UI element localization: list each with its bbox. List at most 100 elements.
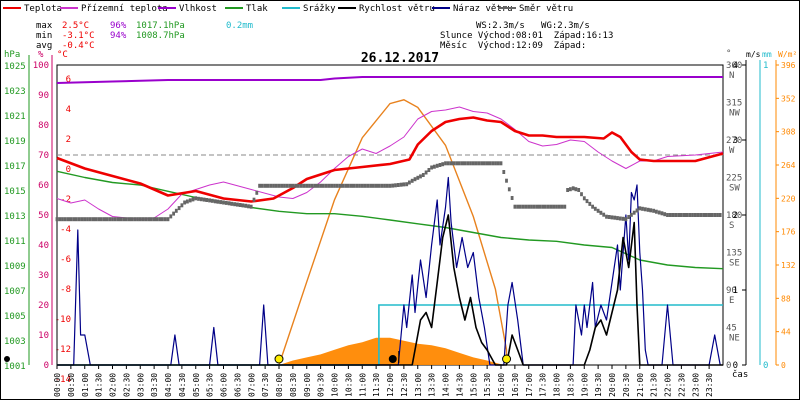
wind-direction-mark <box>127 217 131 222</box>
chart-title: 26.12.2017 <box>361 51 439 66</box>
wind-direction-mark <box>421 173 425 177</box>
wind-direction-mark <box>488 161 492 166</box>
stat-max-label: max <box>36 21 53 31</box>
wind-direction-mark <box>588 201 592 206</box>
wind-direction-mark <box>222 200 225 205</box>
wind-direction-mark <box>133 217 137 222</box>
x-tick-label: 12:00 <box>386 373 395 397</box>
x-axis-label: čas <box>732 369 748 380</box>
wind-direction-mark <box>655 209 658 214</box>
wind-direction-mark <box>136 217 139 222</box>
pct-tick: 20 <box>38 301 49 311</box>
wind-direction-mark <box>108 217 112 222</box>
wind-direction-mark <box>577 188 581 192</box>
wind-direction-mark <box>149 217 153 222</box>
wind-direction-mark <box>138 217 142 222</box>
wind-direction-mark <box>652 208 655 213</box>
wind-direction-mark <box>602 212 606 217</box>
x-tick-label: 00:00 <box>53 373 62 397</box>
wind-direction-mark <box>596 208 600 213</box>
wind-direction-mark <box>649 208 653 213</box>
wind-direction-mark <box>252 197 256 202</box>
x-tick-label: 18:00 <box>553 373 562 397</box>
wind-direction-mark <box>424 170 428 175</box>
temp-tick: -10 <box>55 315 71 325</box>
x-tick-label: 12:30 <box>400 373 409 397</box>
wind-direction-mark <box>538 204 542 209</box>
dir-name: SW <box>729 184 740 194</box>
wind-direction-mark <box>699 213 703 217</box>
wind-direction-mark <box>552 204 556 209</box>
wind-direction-mark <box>238 203 242 207</box>
wind-direction-mark <box>535 204 539 209</box>
dir-name: SE <box>729 259 740 269</box>
wind-direction-mark <box>341 183 345 188</box>
wind-direction-mark <box>247 204 250 209</box>
wind-info: WS:2.3m/s WG:2.3m/s <box>476 21 590 31</box>
x-tick-label: 22:00 <box>664 373 673 397</box>
stat-max-rain: 0.2mm <box>226 21 253 31</box>
axes: hPa% °C1025102310211019101710151013101110… <box>4 49 797 385</box>
left-marker <box>4 356 10 362</box>
sun-tick: 396 <box>781 61 796 70</box>
x-tick-label: 06:30 <box>233 373 242 397</box>
pct-unit: % <box>38 50 44 60</box>
wind-direction-mark <box>491 161 495 166</box>
wind-direction-mark <box>580 192 583 197</box>
wind-direction-mark <box>88 217 92 222</box>
stat-avg-label: avg <box>36 41 52 51</box>
wind-direction-mark <box>213 199 217 204</box>
wind-direction-mark <box>102 217 106 222</box>
moon-info: Měsíc Východ:12:09 Západ: <box>440 41 586 51</box>
wind-tick: 0 <box>733 361 738 371</box>
wind-direction-mark <box>302 183 306 188</box>
wind-direction-mark <box>627 215 631 219</box>
stat-max-hum: 96% <box>110 21 127 31</box>
wind-direction-mark <box>532 204 536 209</box>
stat-avg-temp: -0.4°C <box>62 41 95 51</box>
wind-direction-mark <box>430 165 433 170</box>
wind-direction-mark <box>613 215 617 220</box>
wind-direction-mark <box>621 216 625 221</box>
temp-tick: -4 <box>60 225 71 235</box>
x-tick-label: 19:30 <box>594 373 603 397</box>
stat-min-label: min <box>36 31 52 41</box>
solar-measured-area <box>279 337 504 365</box>
dir-name: E <box>729 296 734 306</box>
wind-direction-mark <box>449 161 453 166</box>
wind-direction-mark <box>144 217 148 222</box>
wind-direction-mark <box>494 161 497 166</box>
wind-direction-mark <box>419 174 422 179</box>
wind-direction-mark <box>83 217 87 222</box>
wind-direction-mark <box>638 206 642 211</box>
sun-info: Slunce Východ:08:01 Západ:16:13 <box>440 31 613 41</box>
x-tick-label: 02:30 <box>122 373 131 397</box>
wind-direction-mark <box>610 215 614 220</box>
wind-direction-mark <box>272 183 275 188</box>
wind-direction-mark <box>294 183 298 188</box>
wind-direction-mark <box>166 217 170 222</box>
wind-tick: 2 <box>733 211 738 221</box>
wind-direction-mark <box>291 183 295 188</box>
hpa-tick: 1009 <box>4 262 26 272</box>
wind-direction-mark <box>516 204 520 209</box>
sun-tick: 220 <box>781 194 796 203</box>
wind-direction-mark <box>438 163 442 167</box>
wind-direction-mark <box>344 183 347 188</box>
x-tick-label: 10:00 <box>331 373 340 397</box>
x-tick-label: 08:00 <box>275 373 284 397</box>
wind-direction-mark <box>632 210 636 215</box>
wind-direction-mark <box>405 182 409 187</box>
wind-direction-mark <box>147 217 150 222</box>
dir-name: S <box>729 221 734 231</box>
wind-direction-mark <box>705 213 708 217</box>
pct-tick: 90 <box>38 91 49 101</box>
wind-direction-mark <box>194 196 198 201</box>
wind-direction-mark <box>260 183 264 188</box>
wind-direction-mark <box>263 183 267 188</box>
wind-direction-mark <box>174 208 178 213</box>
sunrise-marker <box>274 354 284 364</box>
wind-direction-mark <box>338 183 342 188</box>
wind-direction-mark <box>283 183 286 188</box>
